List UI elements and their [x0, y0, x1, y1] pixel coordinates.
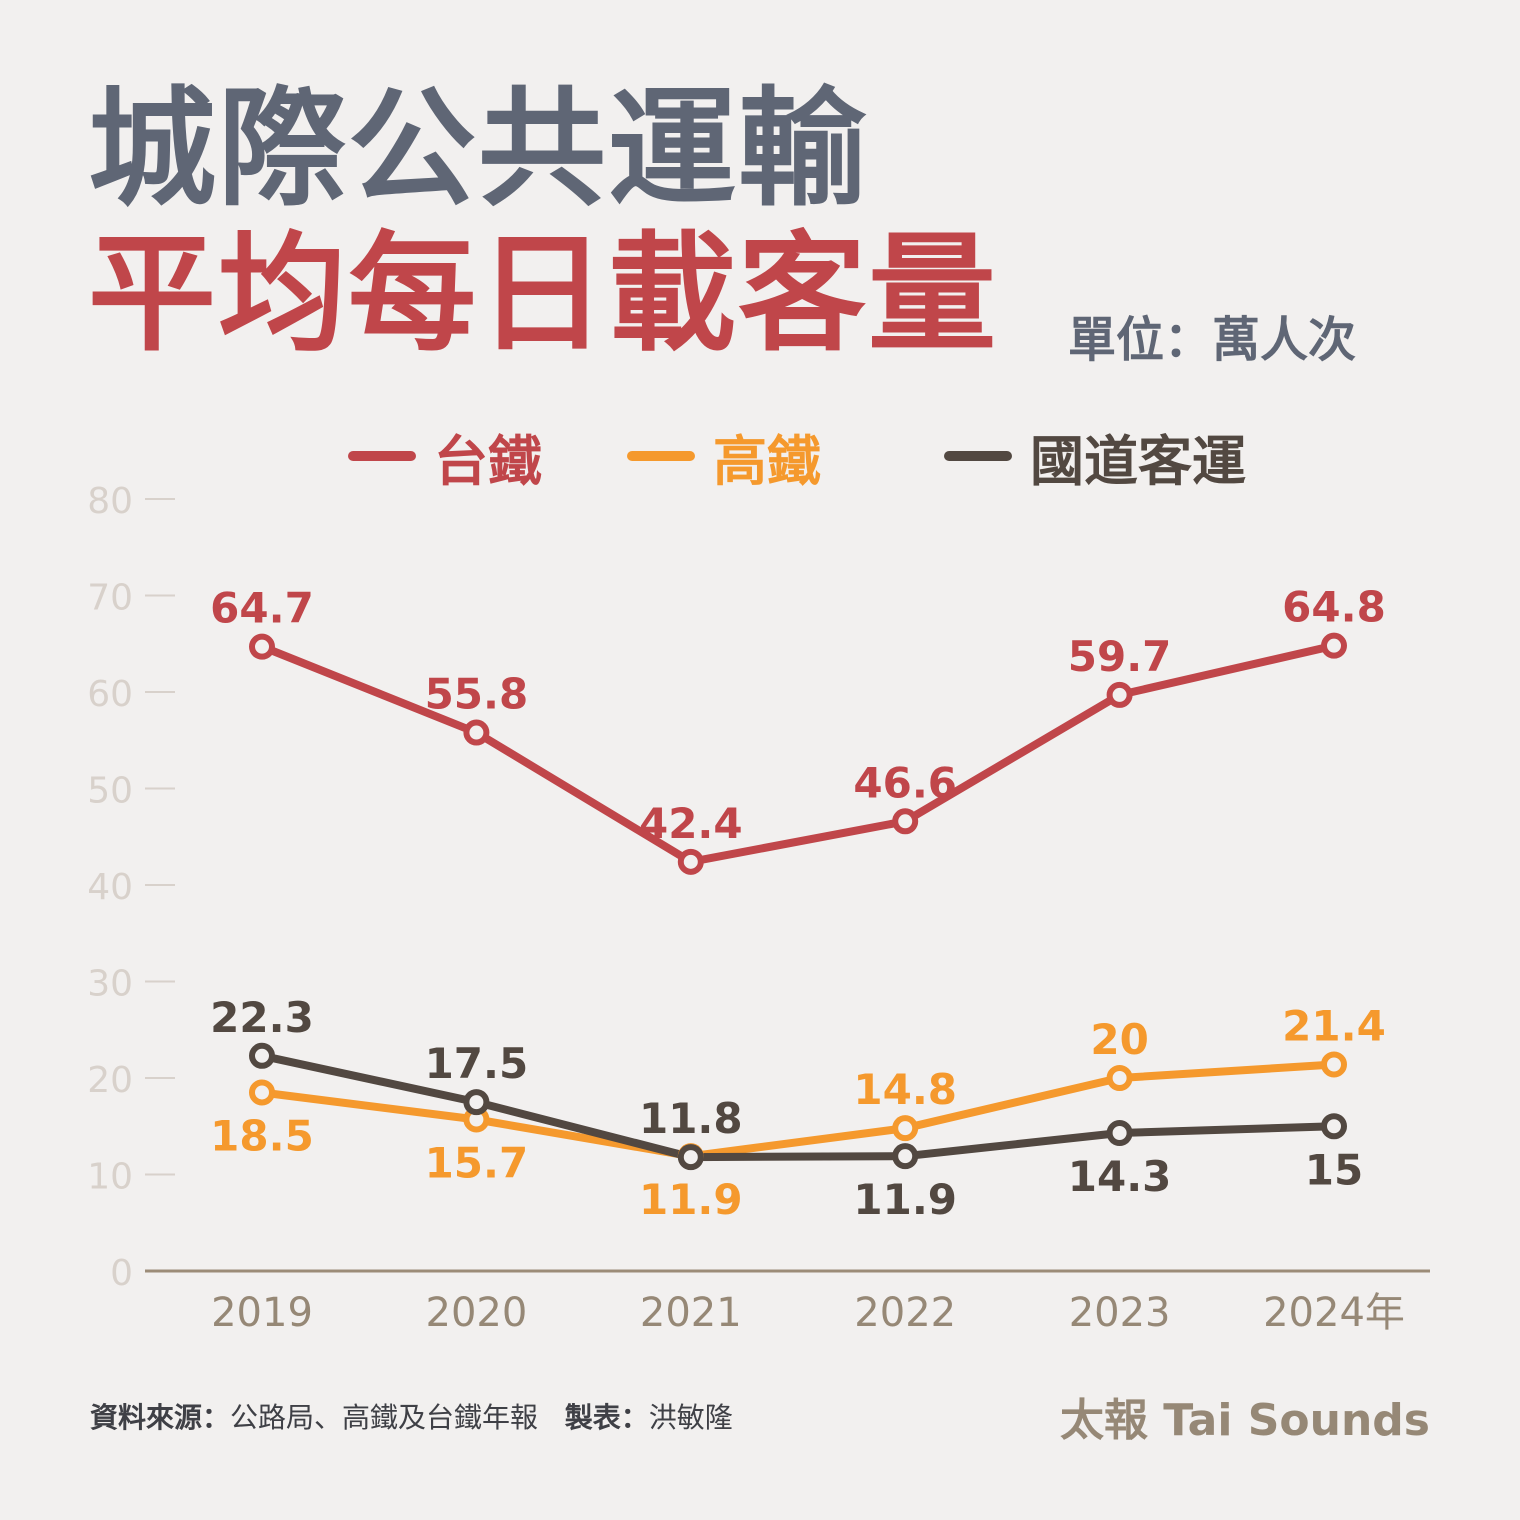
data-label: 15 [1305, 1145, 1363, 1194]
series-line-1 [258, 1060, 1338, 1161]
data-point-marker [677, 848, 704, 875]
data-label: 18.5 [210, 1111, 314, 1160]
author-label: 製表： [564, 1401, 649, 1434]
data-point-marker [1321, 1113, 1347, 1140]
series-line-2 [258, 1051, 1338, 1162]
chart-title-line1: 城際公共運輸 [88, 75, 869, 224]
data-label: 46.6 [853, 758, 957, 807]
x-tick-label: 2022 [854, 1290, 956, 1336]
data-label: 11.9 [639, 1175, 743, 1224]
source-note: 資料來源：公路局、高鐵及台鐵年報 製表：洪敏隆 [90, 1396, 733, 1436]
x-tick-label: 2019 [211, 1290, 313, 1336]
data-label: 21.4 [1282, 1001, 1386, 1050]
legend-label-bus: 國道客運 [1030, 429, 1246, 493]
data-point-marker [1106, 681, 1133, 708]
x-tick-label: 2020 [426, 1290, 528, 1336]
data-point-marker [892, 808, 919, 835]
data-label: 11.9 [853, 1175, 957, 1224]
y-tick-label: 70 [87, 578, 133, 619]
data-label: 17.5 [425, 1039, 529, 1088]
data-label: 11.8 [639, 1094, 743, 1143]
y-tick-label: 30 [87, 964, 133, 1005]
data-point-marker [1106, 1065, 1133, 1091]
series-line-0 [258, 641, 1338, 866]
legend-item-tra: 台鐵 [348, 426, 542, 493]
chart-title-line2: 平均每日載客量 [88, 220, 999, 369]
y-tick-label: 40 [87, 867, 133, 908]
data-point-marker [1106, 1120, 1133, 1147]
data-label: 55.8 [425, 670, 529, 719]
data-point-marker [463, 719, 490, 746]
x-tick-label: 2021 [640, 1290, 742, 1336]
source-text: 公路局、高鐵及台鐵年報 [230, 1401, 539, 1434]
data-point-marker [249, 633, 275, 660]
legend-swatch-bus [944, 451, 1012, 461]
y-tick-label: 80 [87, 481, 133, 522]
legend-swatch-thsr [627, 451, 695, 461]
y-tick-label: 10 [87, 1157, 133, 1198]
legend-item-thsr: 高鐵 [627, 426, 821, 493]
legend-item-bus: 國道客運 [944, 426, 1246, 493]
y-tick-label: 0 [110, 1253, 133, 1294]
y-tick-label: 50 [87, 771, 133, 812]
data-label: 64.7 [210, 584, 314, 633]
data-point-marker [892, 1143, 919, 1170]
data-label: 14.3 [1068, 1152, 1172, 1201]
data-label: 14.8 [853, 1065, 957, 1114]
data-label: 22.3 [210, 993, 314, 1042]
data-label: 15.7 [425, 1138, 529, 1187]
data-point-marker [249, 1042, 275, 1069]
legend-swatch-tra [348, 451, 416, 461]
data-point-marker [892, 1115, 919, 1142]
unit-label: 單位：萬人次 [1068, 312, 1357, 368]
y-tick-label: 60 [87, 674, 133, 715]
data-label: 64.8 [1282, 583, 1386, 632]
x-tick-label: 2024年 [1263, 1290, 1405, 1336]
data-point-marker [249, 1079, 275, 1106]
data-point-marker [463, 1089, 490, 1116]
author-text: 洪敏隆 [648, 1401, 733, 1434]
data-point-marker [1321, 1051, 1347, 1078]
legend-label-thsr: 高鐵 [713, 429, 821, 493]
data-point-marker [1321, 632, 1347, 659]
brand-logo-text: 太報 Tai Sounds [1059, 1395, 1430, 1446]
data-label: 42.4 [639, 799, 743, 848]
data-label: 20 [1090, 1015, 1148, 1064]
y-tick-label: 20 [87, 1060, 133, 1101]
data-label: 59.7 [1068, 632, 1172, 681]
data-point-marker [677, 1144, 704, 1171]
source-label: 資料來源： [90, 1401, 231, 1434]
legend-label-tra: 台鐵 [434, 429, 542, 493]
x-tick-label: 2023 [1069, 1290, 1171, 1336]
